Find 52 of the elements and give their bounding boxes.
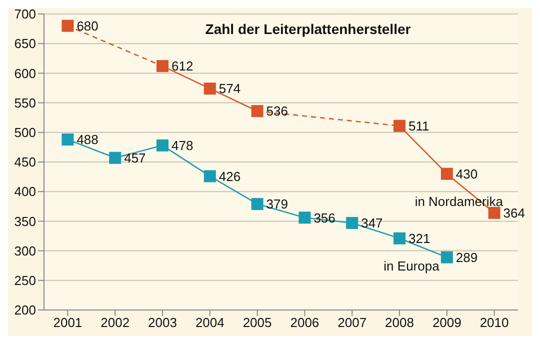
x-tick-label: 2003 (148, 315, 177, 330)
point (156, 60, 168, 72)
data-label: 536 (266, 104, 288, 119)
point (204, 170, 216, 182)
data-label: 347 (361, 216, 383, 231)
point (62, 134, 74, 146)
point (440, 168, 453, 180)
data-label: 426 (218, 168, 241, 184)
data-label: 680 (76, 18, 98, 34)
y-tick-label: 550 (14, 95, 36, 110)
point (440, 251, 453, 264)
x-tick-label: 2001 (53, 315, 82, 330)
point (62, 20, 74, 32)
y-tick-label: 250 (14, 273, 36, 288)
y-tick-label: 600 (14, 66, 36, 81)
y-tick-label: 650 (14, 36, 36, 52)
x-tick-label: 2004 (195, 315, 224, 330)
y-tick-label: 200 (14, 302, 36, 318)
point (109, 152, 122, 164)
point (488, 206, 500, 219)
y-tick-label: 350 (14, 214, 36, 229)
point (156, 139, 168, 152)
x-tick-label: 2002 (100, 315, 130, 330)
data-label: 574 (218, 81, 241, 96)
data-label: 488 (76, 132, 98, 148)
x-tick-label: 2009 (432, 315, 462, 330)
y-tick-label: 450 (14, 154, 36, 170)
point (204, 82, 216, 95)
point (251, 198, 264, 210)
x-tick-label: 2007 (338, 315, 367, 330)
x-tick-label: 2010 (480, 315, 509, 330)
data-label: 289 (456, 250, 478, 265)
y-tick-label: 500 (14, 125, 36, 140)
y-tick-label: 300 (14, 243, 36, 258)
x-tick-label: 2006 (290, 315, 320, 330)
y-tick-label: 400 (14, 184, 36, 200)
data-label: 511 (408, 118, 430, 134)
data-label: 612 (172, 58, 194, 74)
x-tick-label: 2005 (242, 315, 272, 330)
data-label: 321 (408, 230, 430, 246)
point (298, 212, 311, 224)
data-label: 478 (172, 138, 194, 154)
point (394, 232, 406, 244)
y-tick-label: 700 (14, 6, 36, 22)
data-label: 364 (503, 206, 526, 221)
text: Zahl der Leiterplattenhersteller (205, 21, 412, 37)
x-tick-label: 2008 (385, 315, 414, 330)
series-label: in Europa (384, 258, 440, 274)
data-label: 379 (266, 196, 288, 212)
data-label: 430 (456, 166, 478, 182)
data-label: 457 (124, 150, 146, 166)
point (346, 216, 358, 229)
